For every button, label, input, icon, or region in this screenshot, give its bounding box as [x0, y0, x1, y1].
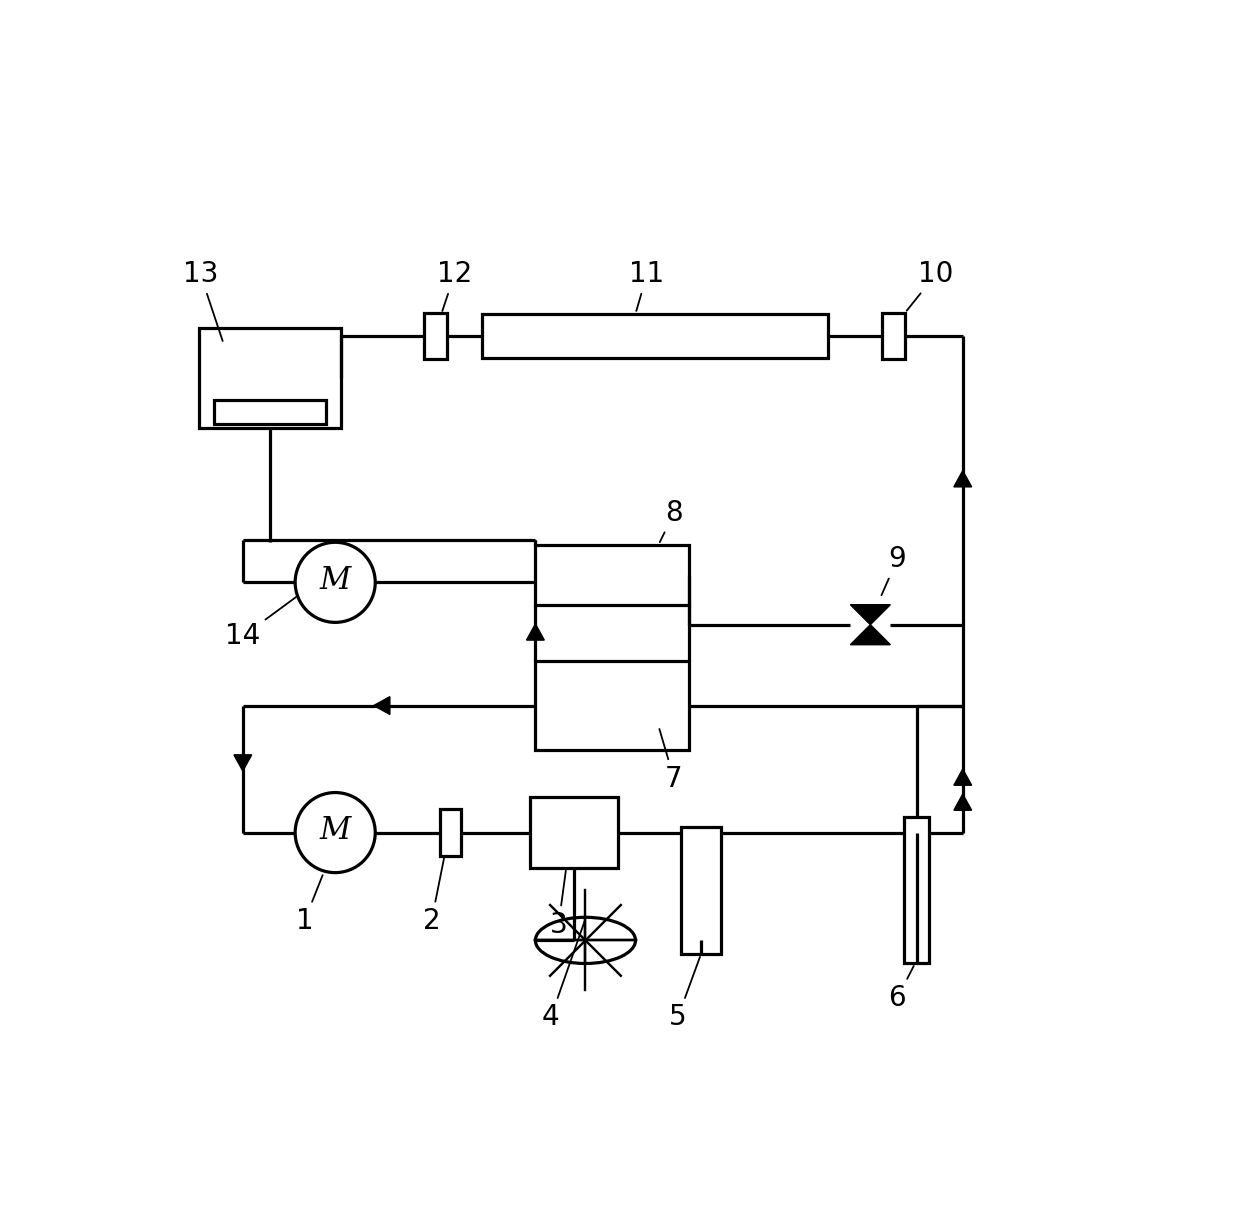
Text: 2: 2 — [423, 858, 444, 935]
Bar — [536, 545, 689, 604]
Bar — [481, 314, 828, 358]
Text: 10: 10 — [906, 260, 954, 310]
Bar — [198, 328, 341, 429]
Bar — [536, 662, 689, 750]
Text: 4: 4 — [542, 922, 584, 1032]
Text: 8: 8 — [660, 499, 683, 542]
Polygon shape — [954, 470, 972, 487]
Bar — [882, 313, 905, 359]
Text: 5: 5 — [670, 957, 701, 1032]
Polygon shape — [954, 769, 972, 785]
Polygon shape — [234, 755, 252, 770]
Text: 1: 1 — [295, 875, 322, 935]
Bar — [424, 313, 446, 359]
Bar — [904, 817, 929, 963]
Circle shape — [295, 792, 376, 873]
Text: 6: 6 — [889, 966, 914, 1012]
Polygon shape — [851, 625, 890, 645]
Ellipse shape — [536, 917, 635, 963]
Bar — [529, 797, 619, 868]
Circle shape — [295, 542, 376, 623]
Polygon shape — [527, 624, 544, 640]
Bar — [215, 399, 326, 425]
Text: M: M — [320, 564, 351, 596]
Text: 14: 14 — [226, 597, 296, 651]
Bar — [681, 827, 720, 954]
Polygon shape — [851, 604, 890, 625]
Text: 12: 12 — [436, 260, 472, 311]
Bar — [440, 810, 461, 856]
Text: M: M — [320, 814, 351, 846]
Text: 11: 11 — [630, 260, 665, 311]
Text: 7: 7 — [660, 729, 683, 792]
Text: 13: 13 — [182, 260, 223, 341]
Text: 9: 9 — [882, 546, 906, 595]
Text: 3: 3 — [549, 871, 568, 939]
Polygon shape — [954, 794, 972, 811]
Polygon shape — [373, 697, 389, 714]
